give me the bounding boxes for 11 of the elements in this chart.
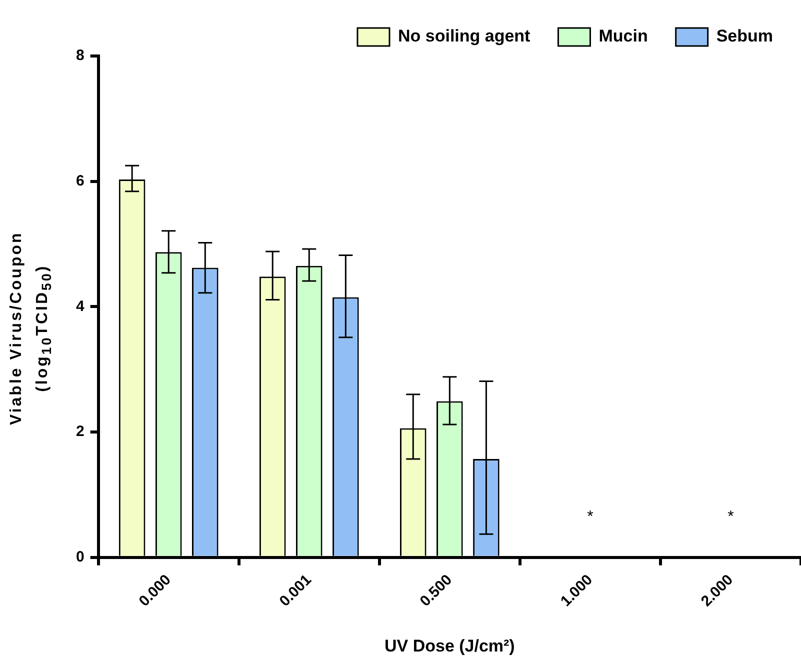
y-tick-label: 6	[76, 172, 84, 190]
x-axis-title: UV Dose (J/cm²)	[384, 636, 515, 656]
y-tick-label: 4	[76, 298, 85, 315]
legend-label: Mucin	[598, 26, 648, 46]
y-tick-label: 2	[76, 423, 84, 440]
annotation: *	[728, 508, 734, 526]
annotation: *	[587, 508, 594, 526]
legend-label: No soiling agent	[398, 26, 531, 46]
y-tick-label: 0	[76, 548, 84, 566]
y-tick-label: 8	[76, 47, 84, 64]
legend-label: Sebum	[716, 26, 774, 46]
